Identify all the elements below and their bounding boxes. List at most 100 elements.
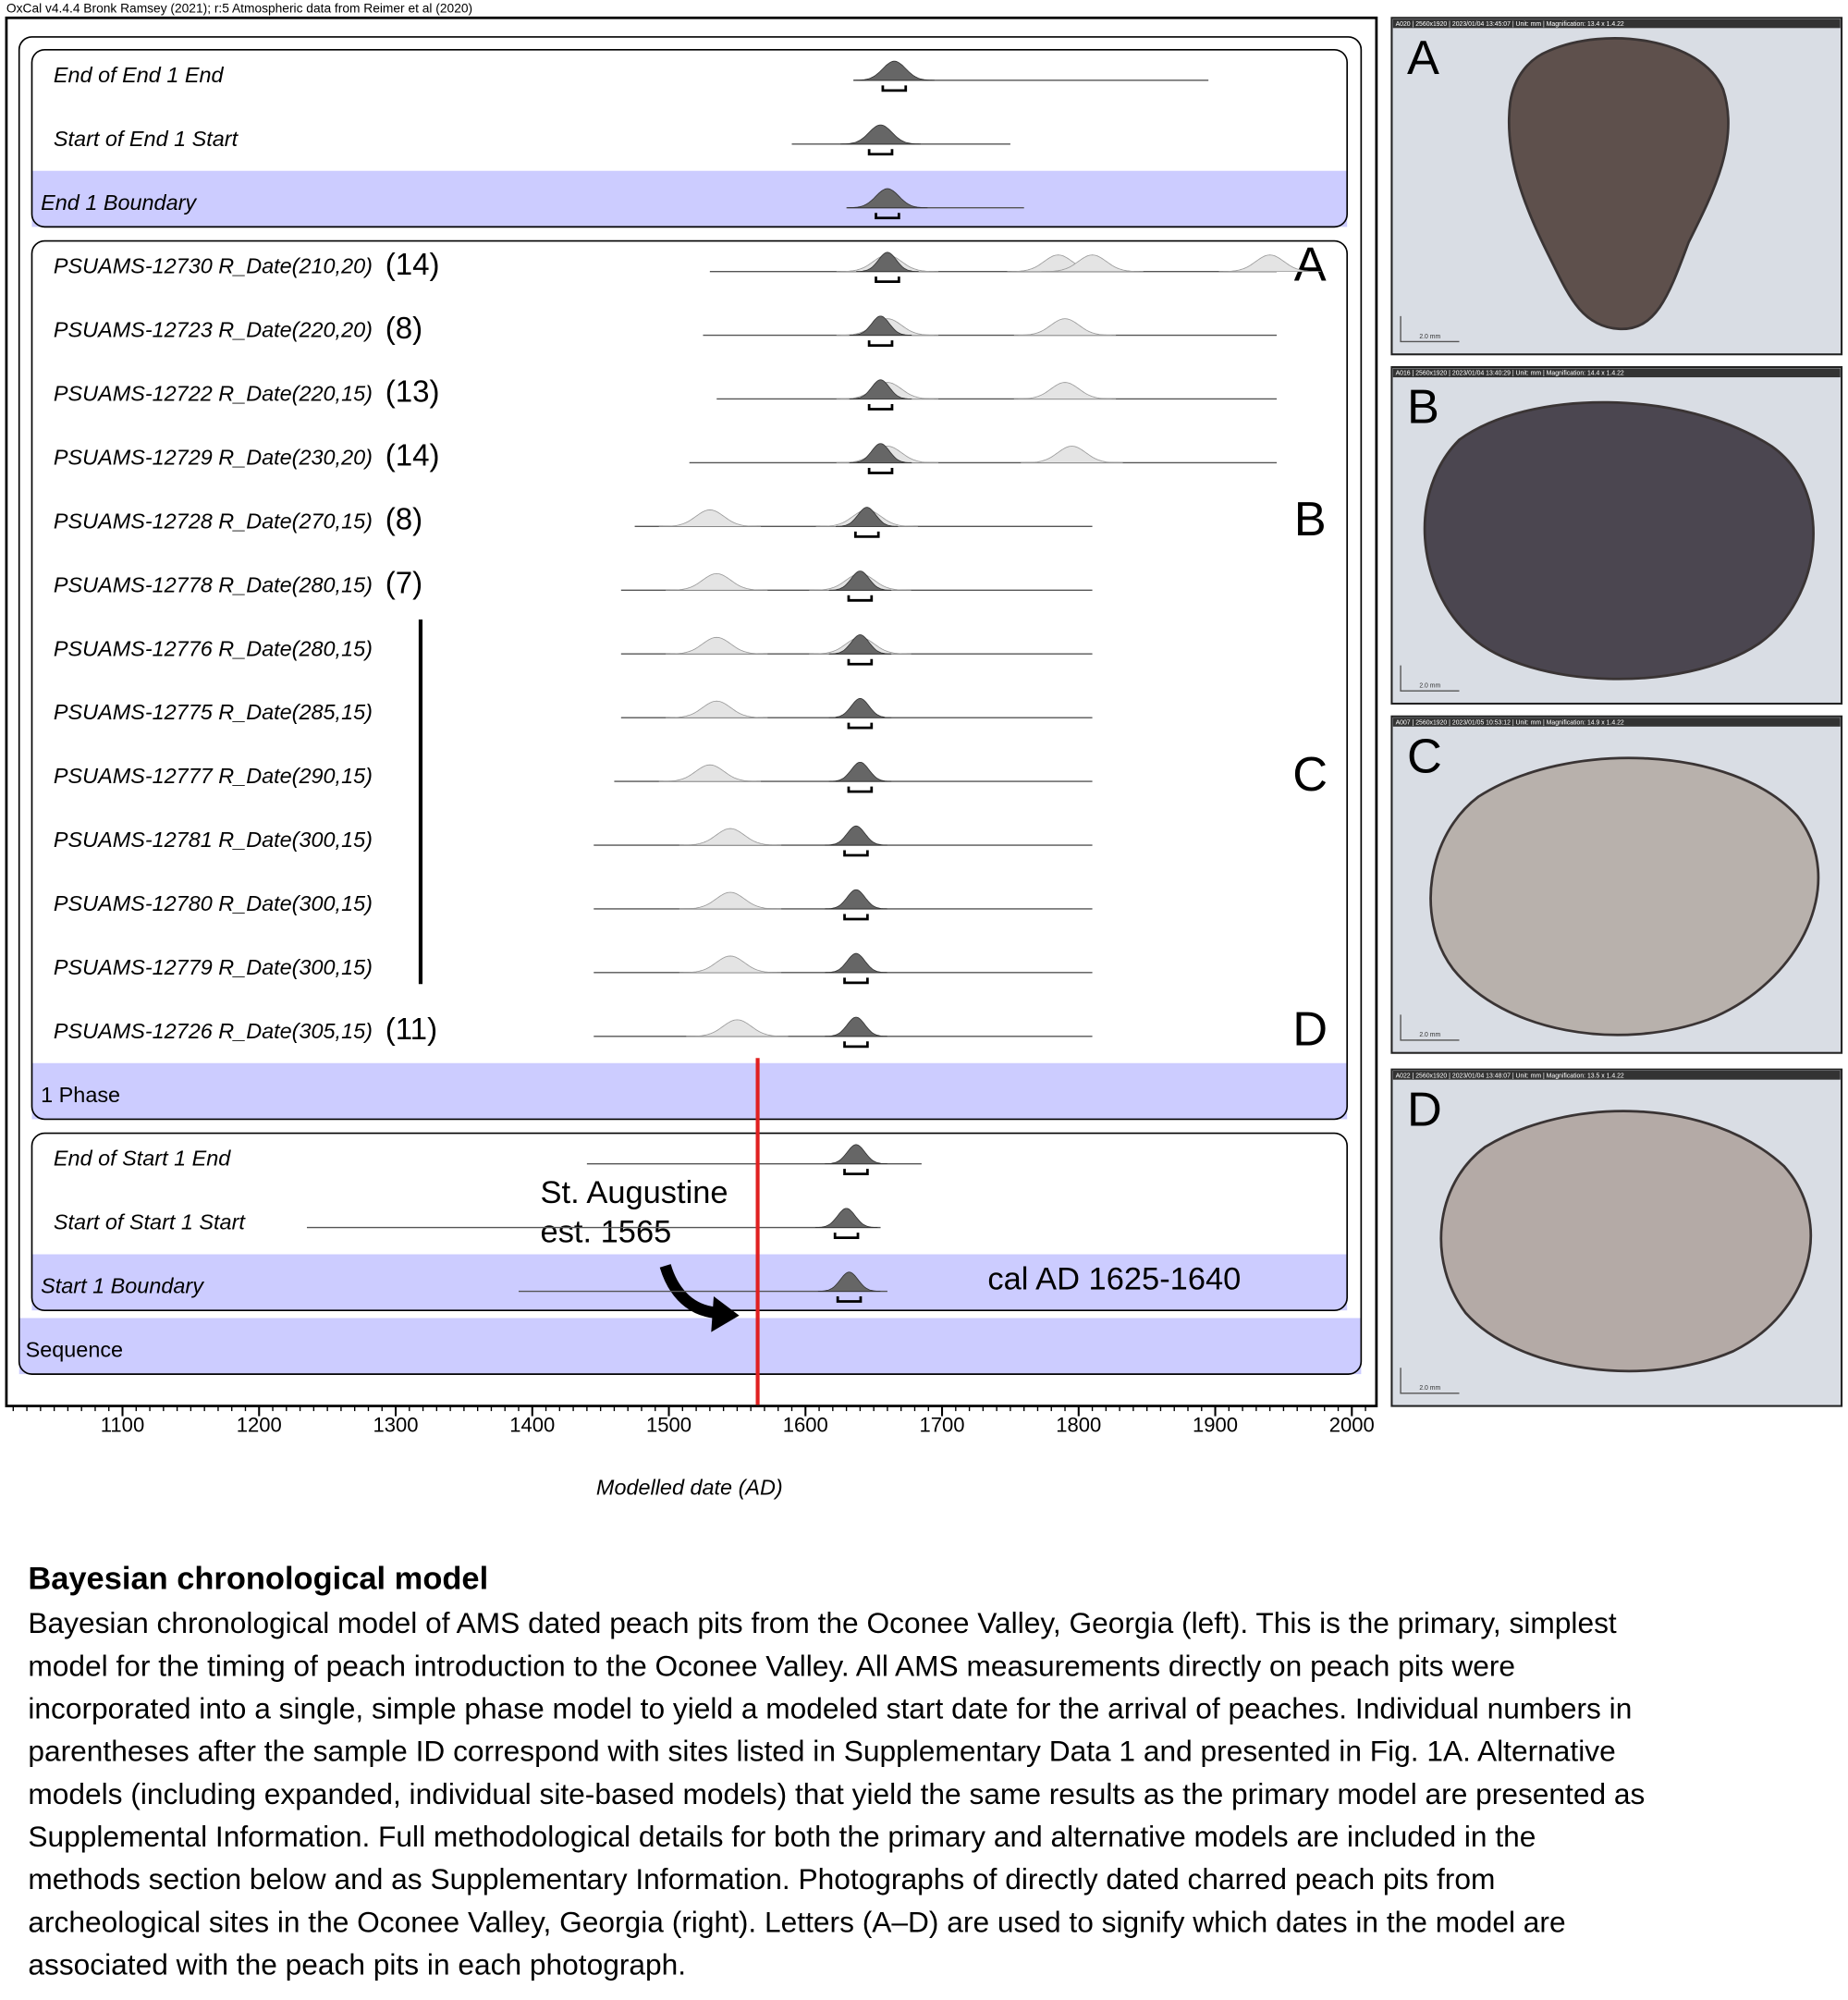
caption-line: archeological sites in the Oconee Valley… [28, 1905, 1565, 1938]
photo-letter: C [1292, 748, 1328, 802]
likelihood [658, 764, 762, 782]
caption-line: incorporated into a single, simple phase… [28, 1691, 1632, 1724]
posterior [849, 379, 912, 399]
row-label: PSUAMS-12728 R_Date(270,15) [54, 509, 373, 533]
peach-pit [1423, 400, 1815, 681]
range-bracket [833, 1233, 860, 1239]
posterior [849, 443, 912, 463]
plot-frame [5, 16, 1378, 1407]
scale-bar [1400, 1368, 1460, 1394]
likelihood [679, 955, 782, 974]
site-number: (7) [386, 567, 422, 601]
range-bracket [843, 1041, 869, 1049]
row-label: PSUAMS-12775 R_Date(285,15) [54, 700, 373, 724]
row-label: Sequence [26, 1337, 124, 1361]
info-strip [1392, 368, 1841, 378]
row-label: PSUAMS-12776 R_Date(280,15) [54, 636, 373, 660]
photo-letter: B [1294, 493, 1327, 546]
range-bracket [843, 850, 869, 857]
row-label: PSUAMS-12722 R_Date(220,15) [54, 382, 373, 406]
info-strip [1392, 18, 1841, 29]
row-label: PSUAMS-12778 R_Date(280,15) [54, 572, 373, 596]
scale-label: 2.0 mm [1419, 682, 1440, 689]
photo-info: A020 | 2560x1920 | 2023/01/04 13:45:07 |… [1396, 21, 1624, 28]
x-tick-label: 1600 [783, 1413, 828, 1436]
likelihood [1218, 254, 1321, 273]
photo-letter: D [1407, 1083, 1442, 1136]
peach-pit [1439, 1110, 1813, 1373]
posterior [814, 1208, 878, 1228]
band [18, 1318, 1362, 1375]
range-bracket [875, 213, 900, 220]
range-bracket [847, 595, 874, 602]
site-number: (8) [386, 503, 422, 537]
range-bracket [847, 786, 874, 793]
likelihood [666, 700, 768, 718]
range-bracket [867, 149, 894, 156]
caption-line: parentheses after the sample ID correspo… [28, 1735, 1615, 1768]
site-number: (14) [386, 248, 440, 282]
posterior [835, 507, 899, 527]
row-label: PSUAMS-12779 R_Date(300,15) [54, 955, 373, 979]
likelihood [1013, 382, 1117, 399]
row-label: End of End 1 End [54, 63, 225, 87]
row-label: Start of End 1 Start [54, 127, 239, 151]
range-bracket [875, 276, 900, 284]
band [31, 1062, 1348, 1120]
row-label: PSUAMS-12780 R_Date(300,15) [54, 891, 373, 915]
band [31, 170, 1348, 227]
row-label: Start 1 Boundary [41, 1274, 204, 1298]
row-label: PSUAMS-12723 R_Date(220,20) [54, 318, 373, 342]
site-number: (8) [386, 312, 422, 346]
range-bracket [881, 85, 908, 92]
x-tick-label: 1100 [101, 1413, 144, 1436]
photo-letter: C [1407, 730, 1442, 783]
posterior [856, 252, 919, 273]
caption-line: Supplemental Information. Full methodolo… [28, 1820, 1536, 1853]
row-label: PSUAMS-12726 R_Date(305,15) [54, 1019, 373, 1043]
range-bracket [843, 914, 869, 921]
x-axis-label: Modelled date (AD) [596, 1475, 783, 1499]
range-bracket [847, 658, 874, 666]
range-bracket [867, 404, 894, 411]
posterior [840, 124, 921, 145]
posterior [849, 315, 912, 336]
range-bracket [847, 722, 874, 730]
likelihood [666, 572, 768, 591]
likelihood [666, 636, 768, 655]
x-tick-label: 1400 [509, 1413, 555, 1436]
site-number: (11) [386, 1012, 437, 1047]
info-strip [1392, 1071, 1841, 1080]
posterior [825, 1016, 887, 1037]
posterior [828, 698, 892, 718]
posterior [825, 952, 887, 974]
caption-line: model for the timing of peach introducti… [28, 1649, 1515, 1682]
caption-line: associated with the peach pits in each p… [28, 1948, 686, 1982]
row-label: PSUAMS-12777 R_Date(290,15) [54, 764, 373, 788]
sequence-box [18, 36, 1363, 1375]
x-tick-label: 1200 [237, 1413, 282, 1436]
scale-label: 2.0 mm [1419, 1385, 1440, 1392]
result: cal AD 1625-1640 [987, 1262, 1241, 1297]
info-strip [1392, 718, 1841, 727]
start-box [31, 1132, 1349, 1312]
likelihood [679, 828, 782, 846]
x-tick-label: 2000 [1329, 1413, 1375, 1436]
photo-info: A022 | 2560x1920 | 2023/01/04 13:48:07 |… [1396, 1073, 1624, 1079]
likelihood [658, 509, 762, 527]
x-tick-label: 1900 [1193, 1413, 1238, 1436]
likelihood [1013, 318, 1117, 336]
posterior [825, 889, 887, 910]
photo-info: A007 | 2560x1920 | 2023/01/05 10:53:12 |… [1396, 719, 1624, 726]
x-tick-label: 1700 [920, 1413, 965, 1436]
posterior [828, 634, 892, 655]
x-tick-label: 1300 [373, 1413, 418, 1436]
x-tick-label: 1500 [646, 1413, 691, 1436]
phase-box [31, 239, 1349, 1121]
range-bracket [867, 340, 894, 347]
row-label: 1 Phase [41, 1083, 120, 1107]
scale-bar [1400, 1014, 1460, 1041]
likelihood [1021, 446, 1123, 463]
annotation: est. 1565 [541, 1215, 672, 1250]
